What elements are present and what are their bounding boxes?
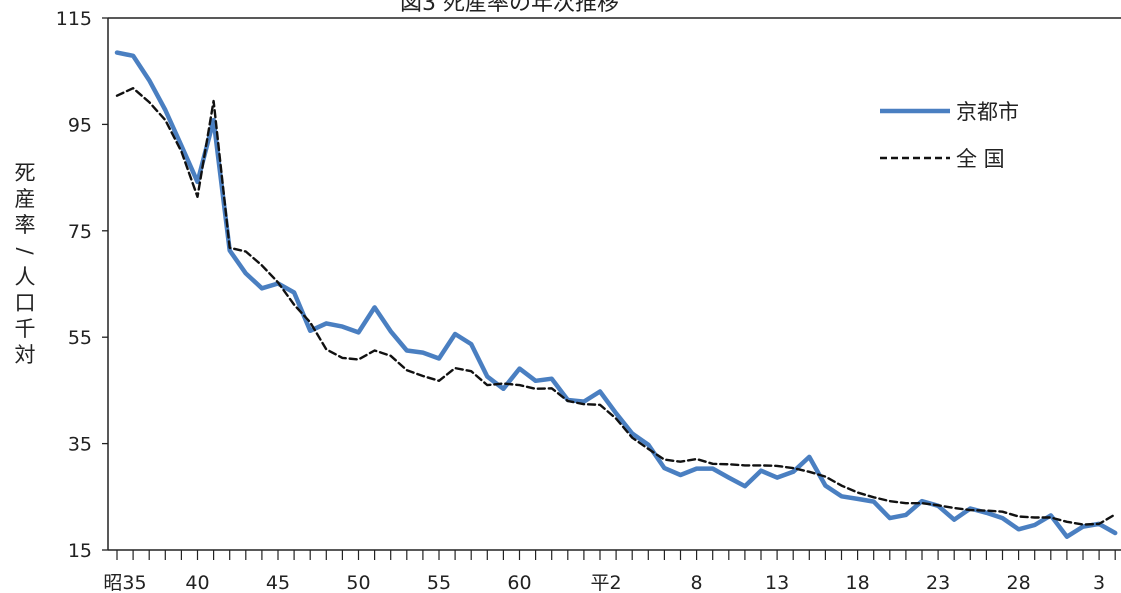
y-tick-label: 95 [68, 114, 92, 136]
series-line-kyoto [114, 50, 1118, 539]
x-tick-label: 50 [346, 572, 370, 593]
x-tick-label: 55 [427, 572, 451, 593]
x-tick-label: 18 [846, 572, 870, 593]
x-tick-label: 3 [1093, 572, 1105, 593]
y-axis-label-char: 口 [14, 291, 36, 315]
y-axis-label-char: 産 [14, 187, 36, 211]
legend-label: 京都市 [956, 100, 1019, 124]
y-tick-label: 15 [68, 540, 92, 562]
x-tick-label: 13 [765, 572, 789, 593]
y-tick-label: 115 [56, 8, 92, 30]
y-axis-label-char: 死 [14, 161, 36, 185]
y-tick-label: 75 [68, 221, 92, 243]
y-axis-label-char: 千 [14, 317, 36, 341]
x-tick-label: 8 [691, 572, 703, 593]
y-axis-label-char: 率 [14, 213, 36, 237]
x-tick-label: 平2 [590, 572, 621, 593]
x-tick-label: 45 [266, 572, 290, 593]
y-axis-label: 死産率 / 人口千対 [10, 160, 40, 368]
x-tick-label: 60 [507, 572, 531, 593]
y-tick-label: 35 [68, 434, 92, 456]
x-tick-label: 23 [926, 572, 950, 593]
chart-title: 図3 死産率の年次推移 [400, 0, 619, 16]
x-tick-label: 28 [1007, 572, 1031, 593]
y-axis-label-char: 人 [14, 265, 36, 289]
legend-label: 全 国 [956, 147, 1005, 171]
x-tick-label: 40 [185, 572, 209, 593]
series-line-national [115, 86, 1117, 526]
x-tick-label: 昭35 [103, 572, 146, 593]
y-axis-label-char: 対 [14, 343, 36, 367]
y-tick-label: 55 [68, 327, 92, 349]
